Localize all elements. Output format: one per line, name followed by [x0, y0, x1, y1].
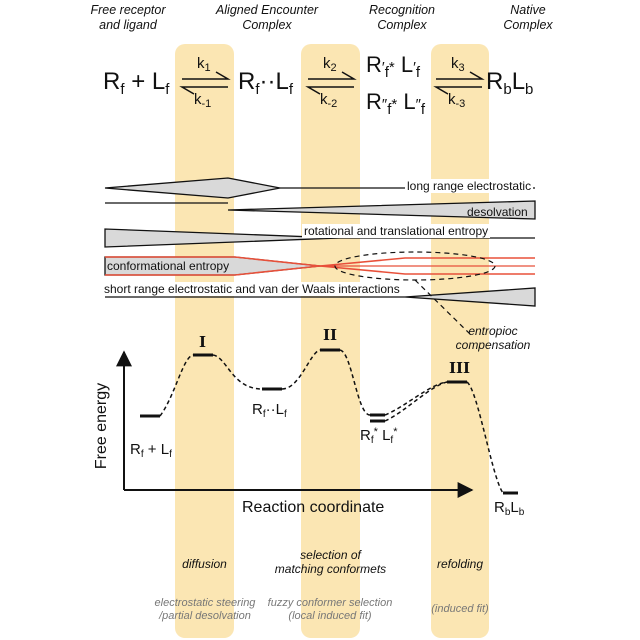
header-free: Free receptor and ligand [90, 3, 166, 32]
recognition-state-a: R′f* L′f [366, 52, 421, 82]
diffusion-band [175, 44, 234, 638]
y-axis-label: Free energy [93, 382, 110, 470]
footnote-first: electrostatic steering /partial desolvat… [154, 597, 256, 622]
k-2-label: k-2 [320, 91, 338, 110]
equilibrium-arrows-1 [179, 71, 231, 95]
entropic-compensation-label: entropioc compensation [455, 324, 531, 352]
state-native-label: RbLb [494, 499, 525, 519]
ts-II-label: II [323, 326, 338, 344]
recognition-state-b: R″f* L″f [366, 89, 426, 119]
selection-label: selection of matching conformets [274, 548, 387, 576]
desolvation-wedge [227, 200, 536, 220]
k-1-label: k-1 [194, 91, 212, 110]
energy-profile [159, 349, 504, 494]
conformational-label: conformational entropy [107, 259, 230, 273]
rot-trans-label: rotational and translational entropy [302, 224, 491, 238]
selection-band [301, 44, 360, 638]
free-state: Rf + Lf [103, 68, 170, 99]
ts-III-label: III [449, 359, 471, 377]
refolding-label: refolding [436, 557, 484, 571]
footnote-third: (induced fit) [431, 603, 489, 615]
header-aligned: Aligned Encounter Complex [215, 3, 319, 32]
short-range-wedge [404, 287, 536, 307]
long-range-wedge [104, 177, 281, 199]
native-state: RbLb [486, 68, 534, 99]
desolvation-label: desolvation [467, 205, 528, 219]
k-3-label: k-3 [448, 91, 466, 110]
state-free-label: Rf + Lf [130, 441, 172, 461]
entropic-compensation-pointer [414, 279, 471, 335]
aligned-state: Rf··Lf [238, 68, 294, 99]
equilibrium-arrows-3 [433, 71, 485, 95]
ts-I-label: I [199, 333, 207, 351]
short-range-label: short range electrostatic and van der Wa… [102, 282, 402, 296]
header-native: Native Complex [503, 3, 553, 32]
long-range-label: long range electrostatic [405, 179, 534, 193]
header-recognition: Recognition Complex [368, 3, 435, 32]
state-recognition-label: Rf* Lf* [360, 426, 398, 446]
refolding-band [431, 44, 489, 638]
x-axis-label: Reaction coordinate [242, 499, 385, 516]
conformational-red-lines [105, 256, 535, 276]
equilibrium-arrows-2 [305, 71, 357, 95]
k1-label: k1 [197, 55, 211, 74]
state-aligned-label: Rf··Lf [252, 401, 287, 421]
k3-label: k3 [451, 55, 465, 74]
k2-label: k2 [323, 55, 337, 74]
footnote-second: fuzzy conformer selection (local induced… [267, 597, 393, 622]
rot-trans-wedge [104, 228, 341, 248]
diffusion-label: diffusion [182, 557, 227, 571]
